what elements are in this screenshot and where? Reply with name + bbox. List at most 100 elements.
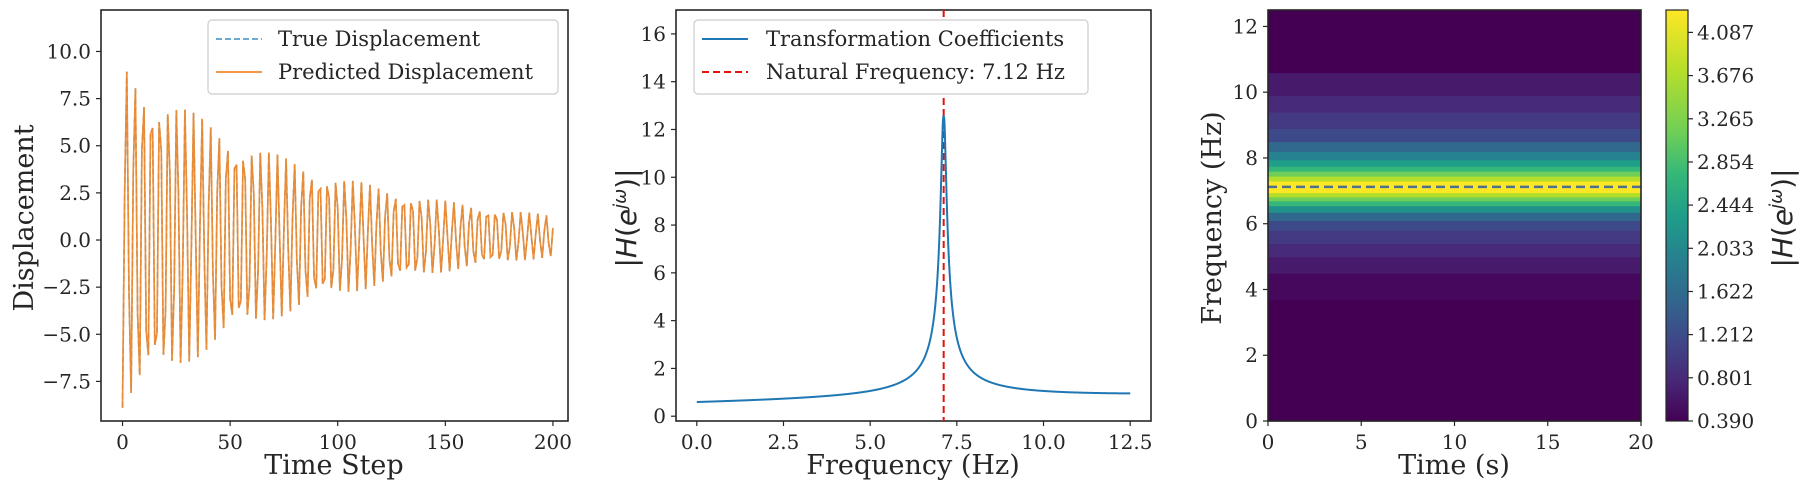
- p2-xtick-label: 10.0: [1021, 430, 1066, 454]
- p1-ytick-label: −2.5: [42, 275, 91, 299]
- p2-ytick-label: 16: [641, 22, 666, 46]
- heatmap-band: [1268, 230, 1641, 245]
- p3-ytick-label: 4: [1245, 277, 1258, 301]
- colorbar-tick-label: 4.087: [1697, 20, 1754, 44]
- colorbar-tick-label: 1.212: [1697, 323, 1754, 347]
- heatmap-bands: [1268, 10, 1641, 422]
- heatmap-band: [1268, 205, 1641, 213]
- p2-ytick-label: 2: [653, 356, 666, 380]
- heatmap-band: [1268, 141, 1641, 152]
- colorbar-tick-label: 2.854: [1697, 150, 1754, 174]
- p1-ytick-label: 2.5: [59, 181, 91, 205]
- p3-ytick-label: 6: [1245, 212, 1258, 236]
- series-transformation-coefficients: [696, 115, 1131, 404]
- heatmap-band: [1268, 95, 1641, 113]
- heatmap-band: [1268, 299, 1641, 422]
- p1-xtick-label: 100: [319, 430, 357, 454]
- series-predicted-displacement: [121, 71, 554, 408]
- heatmap-band: [1268, 192, 1641, 198]
- p2-ylabel: |H(ejω)|: [610, 168, 643, 267]
- legend-box-1: [207, 19, 559, 95]
- p3-xlabel: Time (s): [1398, 450, 1510, 481]
- p3-ylabel: Frequency (Hz): [1197, 111, 1228, 324]
- colorbar-ticks: 0.390 0.801 1.212 1.622 2.033 2.444 2.854 3.265…: [1688, 20, 1754, 433]
- p2-xlabel: Frequency (Hz): [806, 450, 1019, 481]
- p1-xtick-label: 150: [426, 430, 464, 454]
- heatmap-band: [1268, 273, 1641, 300]
- panel-displacement: 0 50 100 150 200 −7.5 −5.0 −2.5 0.0 2.5 5.0 7.5 10.0…: [9, 9, 572, 481]
- heatmap-band: [1268, 176, 1641, 182]
- p3-xtick-label: 5: [1355, 430, 1368, 454]
- p1-ylabel: Displacement: [9, 124, 40, 311]
- heatmap-band: [1268, 256, 1641, 274]
- p3-ytick-label: 8: [1245, 146, 1258, 170]
- colorbar: 0.390 0.801 1.212 1.622 2.033 2.444 2.854 3.265…: [1665, 9, 1799, 433]
- heatmap-band: [1268, 10, 1641, 74]
- p1-xlabel: Time Step: [264, 450, 403, 481]
- panel-frequency-response: 0.0 2.5 5.0 7.5 10.0 12.5 0 2 4 6 8 10 12 14 16 Freque…: [610, 9, 1153, 481]
- legend-label-true: True Displacement: [278, 27, 481, 51]
- p2-xtick-label: 12.5: [1108, 430, 1153, 454]
- p2-xtick-label: 7.5: [941, 430, 973, 454]
- p2-xtick-label: 0.0: [681, 430, 713, 454]
- p2-xtick-label: 2.5: [768, 430, 800, 454]
- p1-ytick-label: 0.0: [59, 228, 91, 252]
- p3-xtick-label: 0: [1262, 430, 1275, 454]
- p2-legend: Transformation Coefficients Natural Freq…: [693, 19, 1089, 95]
- p2-ticks: 0.0 2.5 5.0 7.5 10.0 12.5 0 2 4 6 8 10 12 14 16: [641, 22, 1153, 454]
- p1-xtick-label: 50: [217, 430, 242, 454]
- heatmap-band: [1268, 220, 1641, 231]
- p3-ticks: 0 5 10 15 20 0 2 4 6 8 10 12: [1233, 14, 1654, 454]
- heatmap-band: [1268, 166, 1641, 172]
- colorbar-tick-label: 0.801: [1697, 366, 1754, 390]
- p2-ytick-label: 6: [653, 261, 666, 285]
- p2-ytick-label: 10: [641, 165, 666, 189]
- heatmap-band: [1268, 187, 1641, 194]
- p3-ytick-label: 12: [1233, 14, 1258, 38]
- p1-ytick-label: 5.0: [59, 134, 91, 158]
- panel-spectrogram: 0 5 10 15 20 0 2 4 6 8 10 12 Time (s) Frequency (Hz…: [1197, 9, 1799, 481]
- p1-ticks: 0 50 100 150 200 −7.5 −5.0 −2.5 0.0 2.5 5.0 7.5 10.0: [42, 39, 572, 454]
- p1-ytick-label: 7.5: [59, 87, 91, 111]
- legend-box-2: [693, 19, 1089, 95]
- p1-xtick-label: 0: [116, 430, 129, 454]
- heatmap-band: [1268, 212, 1641, 222]
- p2-ytick-label: 12: [641, 117, 666, 141]
- p3-xtick-label: 10: [1442, 430, 1467, 454]
- p1-ytick-label: 10.0: [46, 39, 91, 63]
- legend-label-predicted: Predicted Displacement: [278, 60, 534, 84]
- p1-xtick-label: 200: [534, 430, 572, 454]
- p2-ytick-label: 8: [653, 213, 666, 237]
- heatmap-band: [1268, 180, 1641, 189]
- heatmap-band: [1268, 111, 1641, 129]
- colorbar-tick-label: 0.390: [1697, 409, 1754, 433]
- p2-ytick-label: 4: [653, 309, 666, 333]
- p1-ytick-label: −7.5: [42, 369, 91, 393]
- heatmap-band: [1268, 171, 1641, 177]
- heatmap-band: [1268, 196, 1641, 202]
- colorbar-tick-label: 2.444: [1697, 193, 1754, 217]
- heatmap-band: [1268, 72, 1641, 97]
- heatmap-band: [1268, 243, 1641, 258]
- p2-xtick-label: 5.0: [854, 430, 886, 454]
- legend-label-coefficients: Transformation Coefficients: [766, 27, 1064, 51]
- p2-ytick-label: 14: [641, 70, 666, 94]
- p1-ytick-label: −5.0: [42, 322, 91, 346]
- colorbar-tick-label: 3.676: [1697, 64, 1754, 88]
- colorbar-tick-label: 2.033: [1697, 236, 1754, 260]
- p2-ytick-label: 0: [653, 404, 666, 428]
- colorbar-gradient: [1665, 9, 1689, 422]
- p3-ytick-label: 2: [1245, 343, 1258, 367]
- heatmap-band: [1268, 159, 1641, 167]
- p3-xtick-label: 20: [1628, 430, 1653, 454]
- p3-xtick-label: 15: [1535, 430, 1560, 454]
- colorbar-tick-label: 3.265: [1697, 107, 1754, 131]
- p1-legend: True Displacement Predicted Displacement: [207, 19, 559, 95]
- heatmap-band: [1268, 151, 1641, 161]
- p3-ytick-label: 10: [1233, 80, 1258, 104]
- heatmap-band: [1268, 128, 1641, 143]
- legend-label-natural-frequency: Natural Frequency: 7.12 Hz: [766, 60, 1065, 84]
- colorbar-tick-label: 1.622: [1697, 279, 1754, 303]
- heatmap-band: [1268, 200, 1641, 207]
